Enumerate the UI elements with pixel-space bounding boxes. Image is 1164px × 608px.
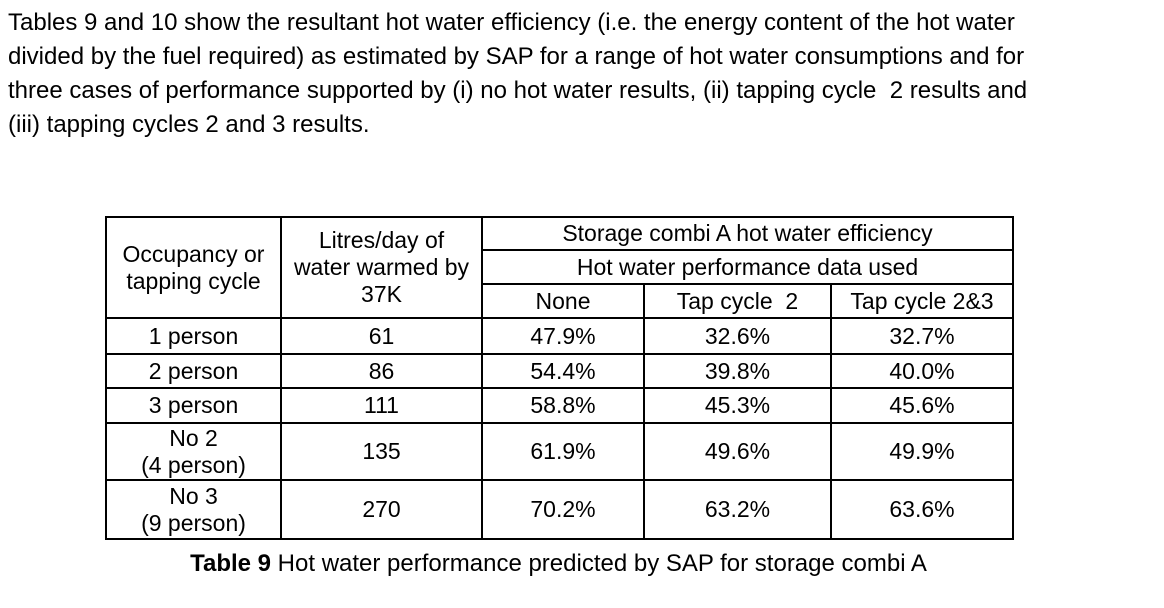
intro-paragraph: Tables 9 and 10 show the resultant hot w… — [8, 6, 1158, 142]
cell-tap2: 39.8% — [643, 353, 832, 389]
row-label: No 2 (4 person) — [105, 422, 282, 481]
header-group-subtitle: Hot water performance data used — [480, 249, 1015, 285]
row-label: 1 person — [105, 317, 282, 355]
cell-tap23: 32.7% — [829, 317, 1015, 355]
row-label: 2 person — [105, 353, 282, 389]
cell-litres: 111 — [280, 387, 483, 424]
paragraph-line: (iii) tapping cycles 2 and 3 results. — [8, 111, 370, 138]
cell-litres: 135 — [280, 422, 483, 481]
cell-tap2: 49.6% — [643, 422, 832, 481]
table-row: Hot water performance data used — [106, 249, 1015, 285]
table-row: 3 person 111 58.8% 45.3% 45.6% — [105, 387, 1015, 424]
cell-tap23: 45.6% — [829, 387, 1015, 424]
row-label: No 3 (9 person) — [105, 479, 282, 540]
table-row: 2 person 86 54.4% 39.8% 40.0% — [105, 353, 1015, 389]
table-caption: Table 9 Hot water performance predicted … — [105, 549, 1012, 579]
cell-none: 61.9% — [481, 422, 645, 481]
cell-tap2: 32.6% — [643, 317, 832, 355]
header-occupancy: Occupancy or tapping cycle — [105, 216, 282, 319]
cell-tap2: 63.2% — [643, 479, 832, 540]
cell-litres: 86 — [280, 353, 483, 389]
table-row: 1 person 61 47.9% 32.6% 32.7% — [105, 317, 1015, 355]
table-row: None Tap cycle 2 Tap cycle 2&3 — [106, 283, 1015, 319]
cell-none: 54.4% — [481, 353, 645, 389]
table-row: Occupancy or tapping cycle Litres/day of… — [105, 216, 1015, 319]
cell-litres: 61 — [280, 317, 483, 355]
cell-tap23: 49.9% — [829, 422, 1015, 481]
header-sub-tap2: Tap cycle 2 — [643, 283, 832, 319]
header-group-title: Storage combi A hot water efficiency — [480, 216, 1015, 251]
cell-none: 58.8% — [481, 387, 645, 424]
paragraph-line: divided by the fuel required) as estimat… — [8, 43, 1025, 70]
row-label: 3 person — [105, 387, 282, 424]
table-row: No 2 (4 person) 135 61.9% 49.6% 49.9% — [105, 422, 1015, 481]
cell-none: 47.9% — [481, 317, 645, 355]
header-litres: Litres/day of water warmed by 37K — [280, 216, 483, 319]
paragraph-line: Tables 9 and 10 show the resultant hot w… — [8, 9, 1015, 36]
table-9: Occupancy or tapping cycle Litres/day of… — [105, 216, 1015, 540]
cell-litres: 270 — [280, 479, 483, 540]
header-sub-none: None — [481, 283, 645, 319]
table-caption-number: Table 9 — [190, 550, 272, 577]
cell-tap23: 63.6% — [829, 479, 1015, 540]
cell-tap2: 45.3% — [643, 387, 832, 424]
cell-none: 70.2% — [481, 479, 645, 540]
header-sub-tap23: Tap cycle 2&3 — [829, 283, 1015, 319]
cell-tap23: 40.0% — [829, 353, 1015, 389]
paragraph-line: three cases of performance supported by … — [8, 77, 1028, 104]
table-caption-text: Hot water performance predicted by SAP f… — [271, 550, 927, 577]
table-row: No 3 (9 person) 270 70.2% 63.2% 63.6% — [105, 479, 1015, 540]
